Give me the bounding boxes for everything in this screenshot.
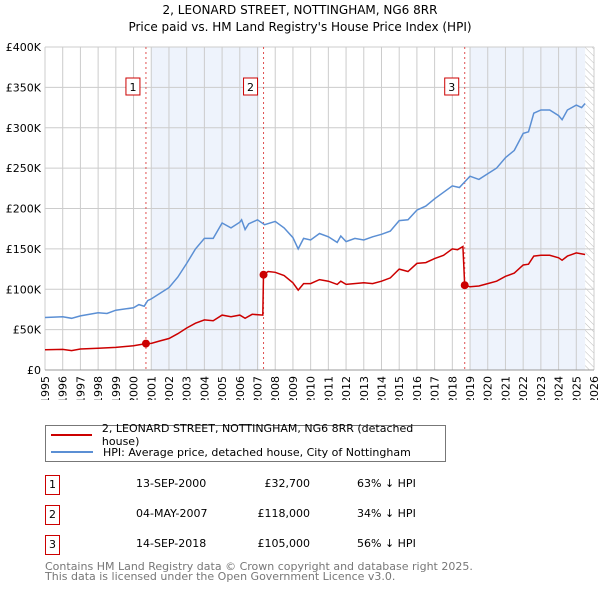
x-tick-label: 2000 (128, 376, 141, 400)
x-tick-label: 2015 (393, 376, 406, 400)
x-tick-label: 2010 (305, 376, 318, 400)
legend-item-hpi: HPI: Average price, detached house, City… (46, 444, 411, 460)
x-tick-label: 2012 (340, 376, 353, 400)
legend-label: 2, LEONARD STREET, NOTTINGHAM, NG6 8RR (… (101, 422, 414, 448)
x-tick-label: 1997 (74, 376, 87, 400)
transaction-number: 3 (45, 535, 60, 555)
x-tick-label: 2005 (216, 376, 229, 400)
x-tick-label: 2001 (145, 376, 158, 400)
x-tick-label: 2024 (553, 376, 566, 400)
y-tick-label: £200K (6, 203, 42, 216)
transaction-price: £118,000 (257, 507, 311, 520)
transaction-number: 1 (45, 475, 60, 495)
x-tick-label: 2019 (464, 376, 477, 400)
x-tick-label: 2025 (570, 376, 583, 400)
property-price-line (44, 245, 586, 352)
transaction-hpi-diff: 63% ↓ HPI (357, 477, 416, 490)
x-tick-label: 1998 (92, 376, 105, 400)
chart-title: 2, LEONARD STREET, NOTTINGHAM, NG6 8RR (163, 3, 438, 17)
x-tick-label: 2013 (358, 376, 371, 400)
transaction-row: 3 14-SEP-2018 £105,000 56% ↓ HPI (45, 535, 465, 555)
y-tick-label: £0 (27, 364, 41, 377)
x-tick-label: 2014 (375, 376, 388, 400)
transaction-price: £32,700 (264, 477, 311, 490)
x-tick-label: 2007 (252, 376, 265, 400)
x-tick-label: 2003 (181, 376, 194, 400)
transaction-row: 2 04-MAY-2007 £118,000 34% ↓ HPI (45, 505, 465, 525)
sale-marker-box (444, 77, 460, 96)
y-tick-label: £250K (6, 162, 42, 175)
x-tick-label: 2022 (517, 376, 530, 400)
x-tick-label: 2017 (429, 376, 442, 400)
transaction-date: 04-MAY-2007 (136, 507, 208, 520)
y-tick-label: £300K (6, 122, 42, 135)
x-tick-label: 2004 (198, 376, 211, 400)
price-chart: 2, LEONARD STREET, NOTTINGHAM, NG6 8RR P… (6, 3, 600, 400)
sale-point (259, 270, 268, 279)
transaction-hpi-diff: 56% ↓ HPI (357, 537, 416, 550)
x-tick-label: 1996 (57, 376, 70, 400)
y-tick-label: £350K (6, 81, 42, 94)
x-tick-label: 2021 (499, 376, 512, 400)
footer-licence: This data is licensed under the Open Gov… (45, 570, 396, 583)
x-tick-label: 2020 (482, 376, 495, 400)
x-tick-label: 2016 (411, 376, 424, 400)
transaction-date: 14-SEP-2018 (136, 537, 207, 550)
transaction-number: 2 (45, 505, 60, 525)
x-tick-label: 2018 (446, 376, 459, 400)
x-tick-label: 1995 (39, 376, 52, 400)
footer-copyright: Contains HM Land Registry data © Crown c… (45, 560, 473, 573)
legend: 2, LEONARD STREET, NOTTINGHAM, NG6 8RR (… (45, 422, 446, 462)
y-tick-label: £150K (6, 243, 42, 256)
x-tick-label: 1999 (110, 376, 123, 400)
x-tick-label: 2026 (588, 376, 600, 400)
y-tick-label: £50K (13, 324, 42, 337)
legend-item-property: 2, LEONARD STREET, NOTTINGHAM, NG6 8RR (… (46, 422, 445, 448)
sale-marker-label: 3 (448, 81, 455, 94)
x-tick-label: 2011 (322, 376, 335, 400)
sale-point (141, 339, 150, 348)
transaction-price: £105,000 (257, 537, 311, 550)
x-tick-label: 2023 (535, 376, 548, 400)
y-tick-label: £400K (6, 41, 42, 54)
hpi-line (44, 103, 586, 320)
legend-label: HPI: Average price, detached house, City… (103, 445, 411, 459)
transaction-date: 13-SEP-2000 (136, 477, 207, 490)
chart-subtitle: Price paid vs. HM Land Registry's House … (128, 20, 471, 34)
x-tick-label: 2009 (287, 376, 300, 400)
transaction-hpi-diff: 34% ↓ HPI (357, 507, 416, 520)
sale-point (460, 281, 469, 290)
transaction-row: 1 13-SEP-2000 £32,700 63% ↓ HPI (45, 475, 465, 495)
y-tick-label: £100K (6, 283, 42, 296)
legend-swatch (51, 434, 92, 436)
x-tick-label: 2006 (234, 376, 247, 400)
legend-swatch (51, 451, 93, 453)
sale-marker-label: 1 (129, 81, 136, 94)
sale-marker-box (243, 77, 259, 96)
sale-marker-box (125, 77, 141, 96)
sale-marker-label: 2 (247, 81, 254, 94)
x-tick-label: 2008 (269, 376, 282, 400)
x-tick-label: 2002 (163, 376, 176, 400)
